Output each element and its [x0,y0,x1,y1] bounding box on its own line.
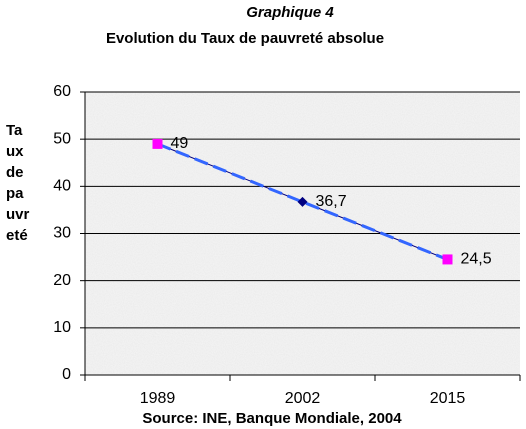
marker [297,196,308,207]
source-note: Source: INE, Banque Mondiale, 2004 [142,410,402,427]
y-tick-label: 40 [53,178,71,195]
marker [442,254,453,265]
x-tick-label: 1989 [140,390,176,407]
marker [152,138,163,149]
y-tick-label: 50 [53,130,71,147]
x-tick-label: 2002 [285,390,321,407]
y-axis-label: Taux de pauvreté [6,122,30,244]
y-tick-label: 30 [53,225,71,242]
y-tick-label: 60 [53,83,71,100]
y-tick-label: 10 [53,319,71,336]
y-tick-label: 20 [53,272,71,289]
data-line [156,142,449,261]
y-tick-label: 0 [62,366,71,383]
data-label: 36,7 [316,193,347,210]
chart-title: Graphique 4 [246,4,334,21]
data-label: 49 [171,135,189,152]
data-label: 24,5 [461,251,492,268]
x-tick-label: 2015 [430,390,466,407]
chart-subtitle: Evolution du Taux de pauvreté absolue [106,30,384,47]
